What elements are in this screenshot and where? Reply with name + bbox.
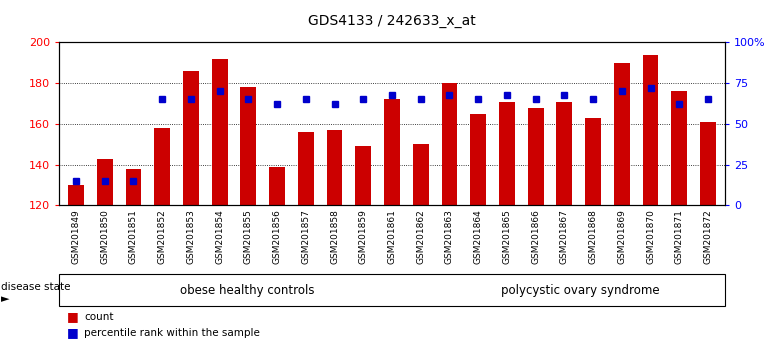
Text: GSM201854: GSM201854 (215, 209, 224, 263)
Bar (643, 55, 659, 205)
Text: GSM201849: GSM201849 (71, 209, 81, 263)
Bar (68, 185, 84, 205)
Text: ■: ■ (67, 310, 78, 323)
Text: ■: ■ (67, 326, 78, 339)
Bar (125, 169, 141, 205)
Bar (212, 59, 227, 205)
Text: polycystic ovary syndrome: polycystic ovary syndrome (501, 284, 659, 297)
Text: GSM201869: GSM201869 (617, 209, 626, 264)
Bar (183, 71, 199, 205)
Bar (700, 122, 716, 205)
Bar (355, 146, 371, 205)
Bar (557, 102, 572, 205)
Text: GSM201868: GSM201868 (589, 209, 597, 264)
Bar (154, 128, 170, 205)
Bar (499, 102, 515, 205)
Text: GSM201872: GSM201872 (703, 209, 713, 263)
Text: GSM201865: GSM201865 (503, 209, 511, 264)
Text: GSM201861: GSM201861 (387, 209, 397, 264)
Text: GSM201870: GSM201870 (646, 209, 655, 264)
Text: GSM201871: GSM201871 (675, 209, 684, 264)
Bar (441, 83, 457, 205)
Bar (327, 130, 343, 205)
Text: GSM201856: GSM201856 (273, 209, 281, 264)
Bar (528, 108, 543, 205)
Bar (298, 132, 314, 205)
Bar (413, 144, 429, 205)
Text: GSM201855: GSM201855 (244, 209, 253, 264)
Text: GSM201867: GSM201867 (560, 209, 569, 264)
Text: GSM201866: GSM201866 (531, 209, 540, 264)
Bar (97, 159, 113, 205)
Text: GSM201852: GSM201852 (158, 209, 167, 263)
Text: ►: ► (1, 294, 9, 304)
Text: GSM201851: GSM201851 (129, 209, 138, 264)
Text: GSM201858: GSM201858 (330, 209, 339, 264)
Text: GSM201859: GSM201859 (359, 209, 368, 264)
Text: obese healthy controls: obese healthy controls (180, 284, 314, 297)
Text: disease state: disease state (1, 282, 71, 292)
Text: GSM201864: GSM201864 (474, 209, 483, 263)
Bar (585, 118, 601, 205)
Bar (269, 167, 285, 205)
Text: GDS4133 / 242633_x_at: GDS4133 / 242633_x_at (308, 14, 476, 28)
Text: GSM201863: GSM201863 (445, 209, 454, 264)
Text: percentile rank within the sample: percentile rank within the sample (84, 328, 260, 338)
Text: count: count (84, 312, 114, 322)
Text: GSM201853: GSM201853 (187, 209, 195, 264)
Text: GSM201862: GSM201862 (416, 209, 425, 263)
Bar (384, 99, 400, 205)
Text: GSM201850: GSM201850 (100, 209, 109, 264)
Bar (470, 114, 486, 205)
Bar (241, 87, 256, 205)
Bar (671, 91, 687, 205)
Text: GSM201857: GSM201857 (301, 209, 310, 264)
Bar (614, 63, 630, 205)
